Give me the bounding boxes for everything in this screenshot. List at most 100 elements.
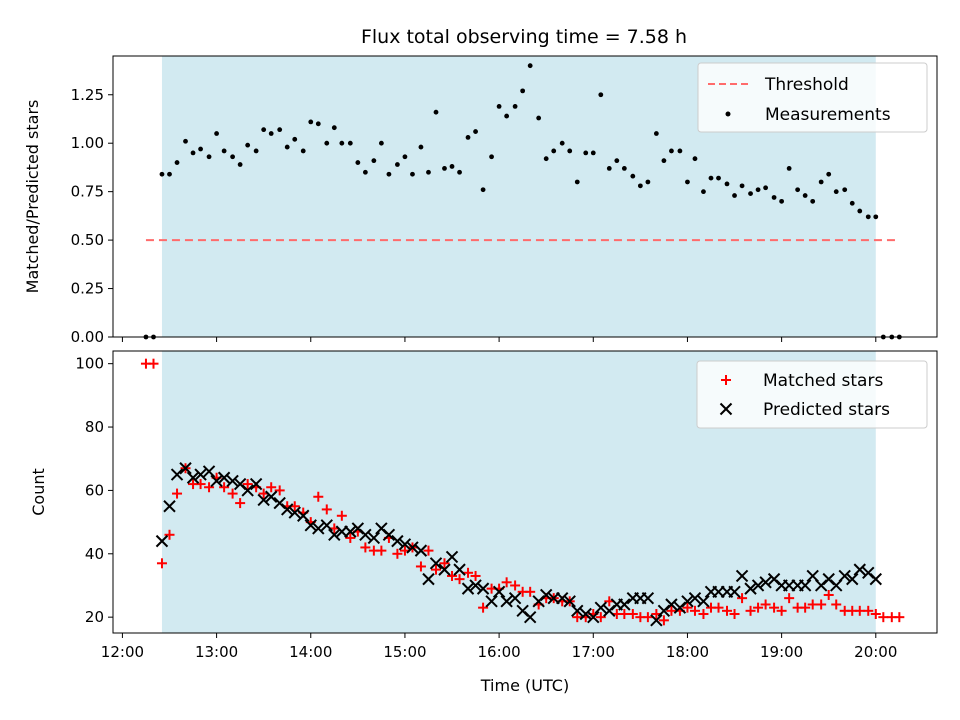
- matched-star-point: [595, 612, 606, 623]
- predicted-star-point: [344, 525, 357, 538]
- predicted-star-point: [492, 585, 506, 599]
- measurement-point: [457, 169, 462, 175]
- measurement-point: [174, 160, 180, 165]
- measurement-point: [849, 200, 855, 206]
- measurement-point: [583, 150, 589, 156]
- measurement-point: [802, 193, 808, 198]
- predicted-star-point: [163, 500, 176, 513]
- predicted-star-point: [579, 607, 592, 621]
- predicted-star-point: [382, 528, 396, 541]
- y-tick-label: 1.25: [71, 86, 104, 104]
- x-tick-label: 14:00: [289, 643, 332, 661]
- measurement-point: [418, 144, 424, 150]
- predicted-star-point: [735, 569, 749, 583]
- predicted-star-point: [539, 588, 553, 602]
- x-tick-label: 20:00: [854, 643, 897, 661]
- matched-star-point: [769, 602, 780, 613]
- predicted-star-point: [170, 468, 184, 481]
- y-tick-label: 20: [85, 608, 104, 626]
- predicted-star-point: [257, 493, 270, 507]
- matched-star-point: [195, 479, 206, 490]
- measurement-point: [755, 187, 761, 193]
- predicted-star-point: [853, 563, 866, 576]
- measurement-point: [818, 179, 824, 185]
- measurement-point: [685, 179, 690, 185]
- measurement-point: [473, 129, 478, 134]
- ratio-panel: 0.00 0.25 0.50 0.75 1.00 1.25 Matched/Predict…: [23, 55, 938, 346]
- count-panel-frame: [112, 350, 938, 634]
- measurement-point: [362, 169, 368, 175]
- predicted-star-point: [398, 538, 412, 551]
- measurement-point: [442, 166, 447, 171]
- predicted-star-point: [414, 544, 428, 557]
- predicted-star-point: [202, 465, 216, 478]
- predicted-star-point: [681, 595, 694, 608]
- x-tick-label: 13:00: [195, 643, 238, 661]
- predicted-star-point: [328, 528, 341, 541]
- matched-star-point: [776, 605, 787, 616]
- predicted-legend-label: Predicted stars: [763, 400, 890, 420]
- predicted-star-point: [798, 579, 812, 592]
- predicted-star-point: [869, 572, 882, 586]
- measurement-point: [606, 166, 612, 171]
- matched-star-point: [219, 482, 230, 493]
- predicted-star-point: [665, 598, 678, 611]
- measurement-point: [347, 140, 353, 146]
- measurement-point: [245, 142, 251, 148]
- predicted-star-point: [297, 509, 310, 522]
- x-axis-ticks: 12:00 13:00 14:00 15:00 16:00 17:00 18:00 19:00…: [101, 633, 897, 661]
- x-tick-label: 12:00: [101, 643, 144, 661]
- predicted-star-point: [500, 595, 513, 608]
- measurement-point: [527, 63, 533, 69]
- measurement-point: [598, 92, 604, 98]
- measurement-point: [480, 187, 486, 193]
- measurement-point: [763, 185, 769, 191]
- measurement-point: [433, 109, 439, 115]
- measurement-point: [748, 191, 753, 196]
- predicted-star-point: [265, 490, 278, 503]
- measurement-point: [268, 131, 274, 136]
- y-axis-ticks: 20 40 60 80 100: [75, 355, 113, 626]
- y-axis-ticks: 0.00 0.25 0.50 0.75 1.00 1.25: [71, 86, 113, 346]
- matched-star-point: [878, 612, 889, 623]
- measurement-point: [308, 119, 314, 125]
- measurement-point: [779, 198, 785, 204]
- measurement-point: [732, 193, 737, 198]
- measurement-point: [826, 171, 832, 177]
- measurement-point: [795, 187, 801, 193]
- matched-star-point: [204, 482, 215, 493]
- matched-star-point: [753, 602, 764, 613]
- predicted-star-point: [226, 474, 239, 488]
- measurement-point: [496, 103, 502, 109]
- y-tick-label: 60: [85, 481, 104, 499]
- predicted-legend-marker: [719, 402, 733, 416]
- measurement-point: [701, 189, 706, 195]
- y-tick-label: 0.75: [71, 183, 104, 201]
- measurement-point: [449, 164, 455, 169]
- matched-star-point: [360, 542, 371, 553]
- matched-star-point: [345, 532, 356, 543]
- measurement-point: [574, 179, 580, 185]
- predicted-star-point: [429, 557, 443, 570]
- x-tick-label: 15:00: [383, 643, 426, 661]
- measurement-point: [645, 179, 651, 185]
- measurement-point: [339, 140, 345, 146]
- matched-star-point: [313, 491, 324, 502]
- matched-star-point: [164, 529, 175, 540]
- measurement-point: [214, 131, 219, 136]
- matched-star-point: [525, 586, 536, 597]
- matched-star-point: [816, 599, 827, 610]
- matched-star-point: [478, 602, 489, 613]
- measurement-point: [842, 187, 848, 193]
- measurement-point: [183, 138, 188, 144]
- predicted-star-point: [367, 531, 381, 545]
- measurement-point: [637, 183, 643, 189]
- predicted-star-point: [846, 572, 859, 586]
- matched-star-point: [156, 558, 167, 569]
- predicted-star-point: [563, 595, 576, 608]
- ratio-panel-frame: [112, 55, 938, 338]
- y-tick-label: 0.25: [71, 280, 104, 298]
- matched-star-point: [274, 485, 285, 496]
- matched-star-point: [619, 608, 630, 619]
- y-tick-label: 100: [75, 355, 104, 373]
